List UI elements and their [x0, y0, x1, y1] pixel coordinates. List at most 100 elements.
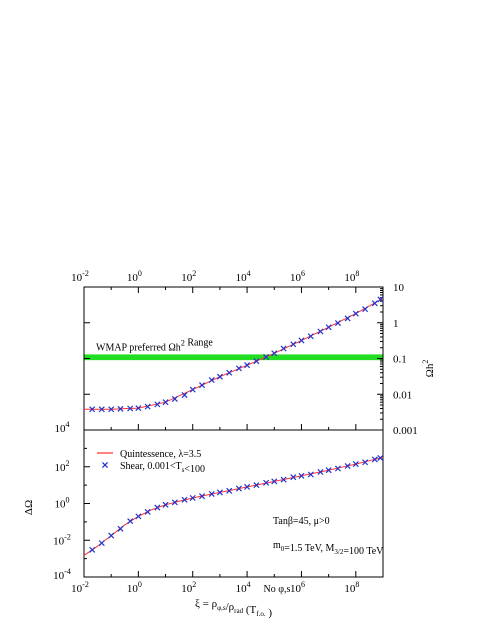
top-x-tick-label: 104 [236, 269, 251, 284]
bottom-x-axis-label: ξ = ρφ,s/ρrad (Tf.o. ) [195, 598, 272, 619]
top-series-marker [162, 399, 169, 406]
top-series-marker [377, 296, 384, 303]
legend-marker-swatch [101, 461, 109, 469]
bottom-x-tick-label: 106 [290, 580, 305, 595]
top-series-marker [189, 386, 196, 393]
annotation-tanbeta: Tanβ=45, μ>0 [273, 516, 330, 527]
bottom-series-marker [325, 467, 332, 474]
bottom-panel: 10-2 100 102 104 106 10810410210010-210-4ΔΩξ … [23, 420, 384, 619]
top-x-tick-label: 100 [127, 269, 142, 284]
bottom-series-marker [135, 513, 142, 520]
top-series-marker [307, 333, 314, 340]
top-y-axis-label: Ωh2 [421, 360, 436, 378]
top-series-marker [199, 382, 206, 389]
bottom-x-tick-label: 102 [181, 580, 196, 595]
top-x-tick-label: 106 [290, 269, 305, 284]
bottom-series-marker [271, 478, 278, 485]
bottom-series-marker [371, 456, 378, 463]
bottom-series-marker [154, 504, 161, 511]
top-series-marker [271, 350, 278, 357]
top-x-tick-label: 102 [181, 269, 196, 284]
top-series-marker [98, 406, 105, 413]
top-series-marker [263, 353, 270, 361]
top-series-marker [89, 406, 96, 413]
top-series-marker [334, 320, 341, 327]
bottom-series-marker [263, 479, 270, 486]
bottom-y-tick-label: 104 [55, 420, 70, 435]
wmap-band-label: WMAP preferred Ωh2 Range [96, 337, 213, 353]
bottom-series-marker [117, 525, 124, 532]
right-y-tick-label: 0.01 [393, 389, 412, 401]
top-series-marker [181, 392, 188, 399]
bottom-series-marker [290, 474, 297, 481]
bottom-series-marker [235, 485, 242, 492]
legend-quintessence-label: Quintessence, λ=3.5 [120, 449, 201, 460]
bottom-series-marker [108, 532, 115, 539]
bottom-x-tick-label: 100 [127, 580, 142, 595]
top-series-marker [362, 306, 369, 313]
bottom-x-tick-label: 108 [344, 580, 359, 595]
bottom-y-tick-label: 10-4 [53, 567, 71, 582]
bottom-series-marker [171, 499, 178, 506]
top-series-marker [226, 369, 233, 376]
bottom-series-marker [89, 546, 96, 553]
bottom-y-tick-label: 100 [55, 496, 70, 511]
bottom-x-tick-label: 104 [236, 580, 251, 595]
bottom-x-tick-label: 10-2 [71, 580, 89, 595]
bottom-series-marker [208, 490, 215, 497]
bottom-series-marker [352, 461, 359, 468]
top-series-marker [253, 358, 260, 365]
bottom-series-marker [98, 540, 105, 547]
top-series-marker [371, 300, 378, 307]
top-series-marker [235, 365, 242, 372]
bottom-y-axis-label: ΔΩ [23, 500, 35, 515]
top-series-marker [244, 362, 251, 369]
top-series-marker [154, 401, 161, 408]
bottom-x-axis-note: No φ,s [264, 584, 291, 595]
top-series-marker [127, 405, 134, 412]
top-series-marker [290, 341, 297, 348]
bottom-series-marker [127, 518, 134, 525]
bottom-series-line [83, 456, 384, 556]
bottom-series-marker [362, 459, 369, 466]
bottom-series-marker [189, 494, 196, 501]
right-y-tick-label: 0.001 [393, 425, 418, 437]
bottom-series-marker [334, 465, 341, 472]
top-x-tick-label: 10-2 [71, 269, 89, 284]
bottom-series-marker [253, 482, 260, 489]
top-panel: WMAP preferred Ωh2 Range 10-2 100 102 104 106… [71, 269, 436, 437]
bottom-y-tick-label: 10-2 [53, 532, 71, 547]
wmap-band [84, 354, 383, 361]
bottom-series-marker [280, 476, 287, 483]
top-series-marker [280, 345, 287, 352]
bottom-series-marker [216, 489, 223, 496]
bottom-series-marker [307, 471, 314, 478]
top-x-tick-label: 108 [344, 269, 359, 284]
bottom-y-tick-label: 102 [55, 459, 70, 474]
top-series-marker [352, 310, 359, 317]
top-series-marker [108, 406, 115, 413]
bottom-series-marker [144, 508, 151, 515]
bottom-series-marker [162, 501, 169, 508]
bottom-series-marker [377, 454, 384, 462]
right-y-tick-label: 10 [393, 282, 405, 294]
legend-shear-label: Shear, 0.001<Ts<100 [120, 461, 205, 475]
top-series-marker [317, 328, 324, 335]
bottom-series-marker [317, 468, 324, 475]
bottom-series-marker [298, 472, 305, 479]
annotation-masses: m0=1.5 TeV, M3/2=100 TeV [273, 540, 384, 557]
bottom-series-marker [244, 483, 251, 490]
top-series-line [84, 297, 384, 410]
top-series-marker [135, 405, 142, 412]
bottom-series-marker [199, 493, 206, 500]
right-y-tick-label: 1 [393, 318, 399, 330]
top-series-marker [344, 315, 351, 322]
bottom-series-marker [181, 496, 188, 503]
top-series-marker [171, 395, 178, 402]
top-series-marker [216, 373, 223, 380]
right-y-tick-label: 0.1 [393, 354, 407, 366]
top-series-marker [325, 324, 332, 331]
bottom-series-marker [226, 487, 233, 494]
bottom-series-marker [344, 462, 351, 470]
